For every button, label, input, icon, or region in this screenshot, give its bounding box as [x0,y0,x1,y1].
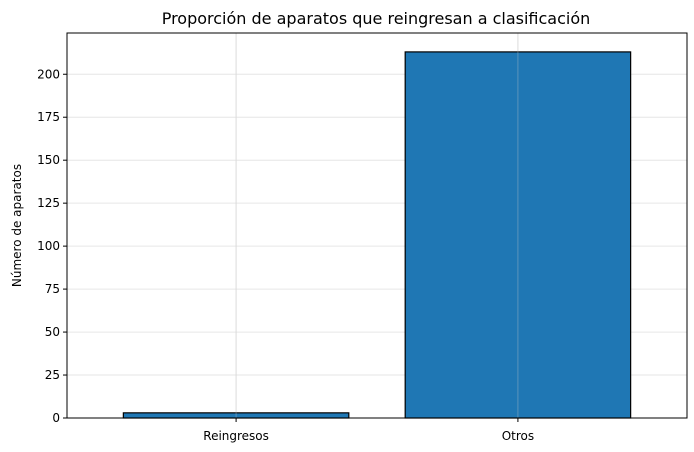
x-tick-label: Reingresos [203,429,269,443]
y-tick-label: 125 [37,196,60,210]
chart-title: Proporción de aparatos que reingresan a … [162,9,591,28]
y-tick-label: 100 [37,239,60,253]
y-tick-label: 50 [45,325,60,339]
y-axis-ticks: 0 25 50 75 100 125 150 175 200 [37,67,67,425]
y-tick-label: 0 [52,411,60,425]
plot-frame [66,32,688,419]
bars [122,33,632,419]
x-axis-ticks: Reingresos Otros [203,418,534,443]
bar-otros [404,51,632,419]
y-tick-label: 175 [37,110,60,124]
y-tick-label: 25 [45,368,60,382]
y-tick-label: 200 [37,67,60,81]
x-tick-label: Otros [502,429,534,443]
y-axis-label: Número de aparatos [10,164,24,287]
y-tick-label: 150 [37,153,60,167]
y-tick-label: 75 [45,282,60,296]
